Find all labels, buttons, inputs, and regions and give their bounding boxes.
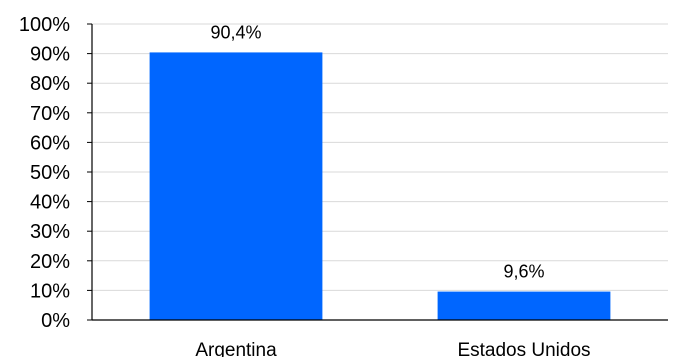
- x-tick-label: Argentina: [195, 340, 277, 357]
- y-tick-label: 50%: [30, 162, 70, 184]
- y-tick-label: 40%: [30, 192, 70, 214]
- y-axis-tick-labels: 0% 10% 20% 30% 40% 50% 60% 70% 80% 90% 100%: [19, 14, 70, 332]
- y-tick-label: 80%: [30, 73, 70, 95]
- y-tick-label: 10%: [30, 280, 70, 302]
- bar-argentina: [149, 52, 323, 320]
- x-axis-tick-labels: Argentina Estados Unidos: [195, 340, 590, 357]
- data-labels: 90,4% 9,6%: [210, 22, 544, 281]
- y-tick-label: 100%: [19, 14, 70, 36]
- data-label: 90,4%: [210, 22, 261, 42]
- bars: [149, 52, 611, 320]
- y-tick-label: 90%: [30, 44, 70, 66]
- y-tick-label: 0%: [41, 310, 70, 332]
- x-tick-label: Estados Unidos: [457, 340, 590, 357]
- y-tick-label: 30%: [30, 221, 70, 243]
- y-tick-label: 20%: [30, 251, 70, 273]
- y-tick-label: 70%: [30, 103, 70, 125]
- data-label: 9,6%: [503, 262, 544, 282]
- y-tick-label: 60%: [30, 132, 70, 154]
- bar-estados-unidos: [437, 291, 611, 320]
